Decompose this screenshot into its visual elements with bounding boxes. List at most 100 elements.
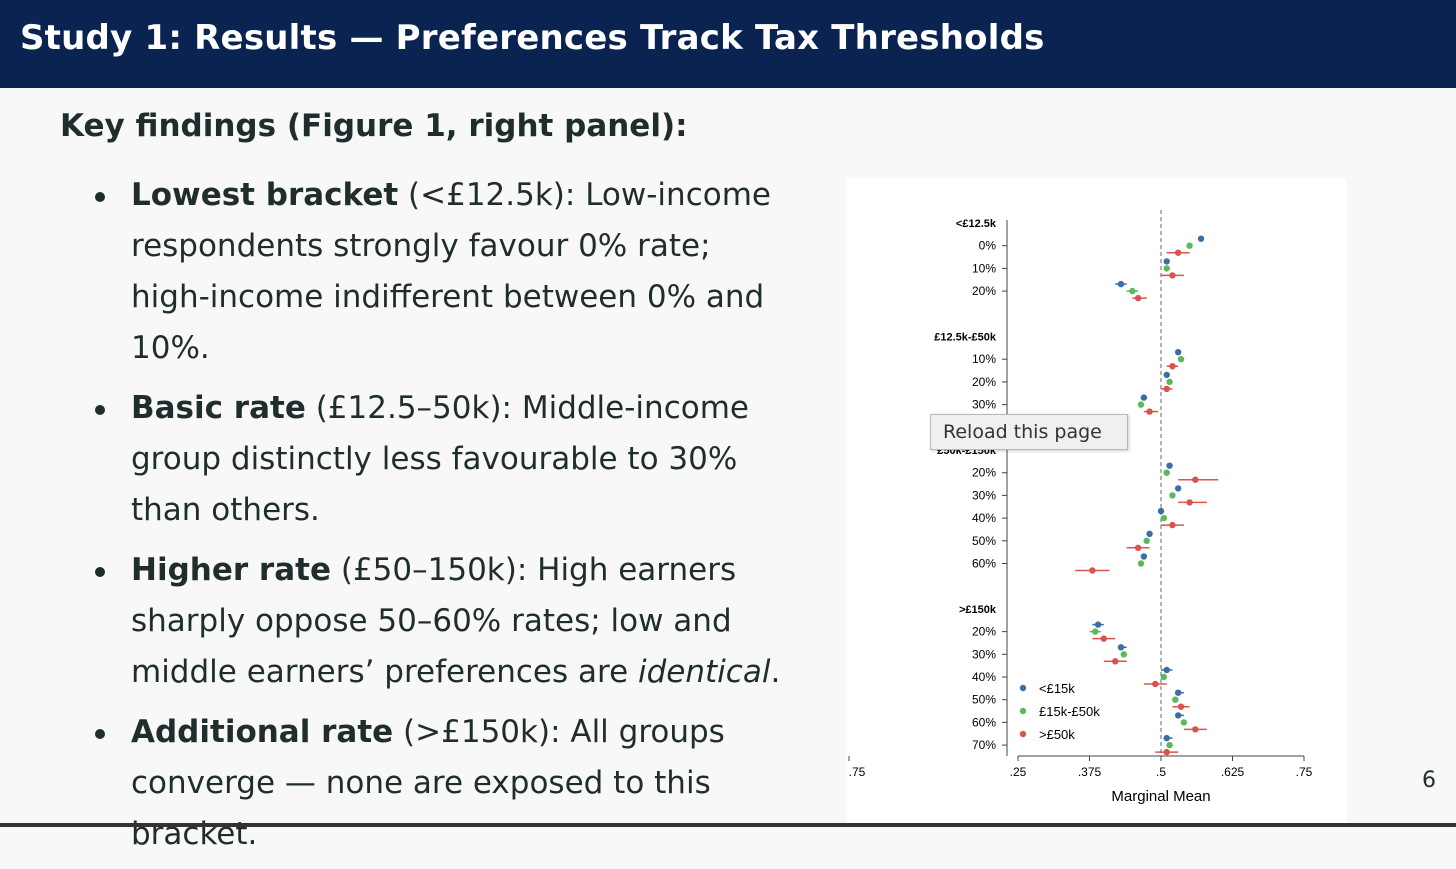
bullet-lead: Additional rate — [131, 714, 394, 750]
row-label: 30% — [972, 398, 996, 412]
data-point — [1160, 673, 1168, 681]
x-tick-label: .5 — [1156, 765, 1166, 779]
data-point — [1177, 356, 1185, 363]
data-point — [1140, 553, 1148, 560]
row-label: 60% — [972, 715, 996, 729]
bullet-lead: Basic rate — [131, 390, 306, 426]
data-point — [1137, 401, 1145, 408]
x-tick-label: .375 — [1078, 765, 1102, 779]
row-label: 20% — [972, 625, 996, 639]
legend-marker — [1019, 730, 1027, 738]
x-axis-label: Marginal Mean — [1111, 788, 1210, 805]
bullet-dot — [95, 729, 105, 739]
data-point — [1163, 371, 1170, 379]
row-label: 40% — [972, 670, 996, 684]
data-point — [1166, 378, 1173, 386]
row-label: 20% — [972, 375, 996, 389]
data-point — [1169, 492, 1176, 499]
row-label: 20% — [972, 284, 996, 298]
row-label: 0% — [979, 239, 997, 253]
data-point — [1166, 741, 1173, 749]
row-label: 30% — [972, 647, 996, 661]
bullet-emphasis: identical — [638, 654, 771, 690]
data-point — [1146, 408, 1153, 415]
data-point — [1174, 712, 1182, 719]
data-point — [1163, 748, 1170, 756]
data-point — [1163, 258, 1170, 265]
bottom-bar — [0, 823, 1456, 827]
slide-title: Study 1: Results — Preferences Track Tax… — [20, 18, 1045, 58]
row-label: 50% — [972, 693, 996, 707]
bullet-dot — [95, 405, 105, 415]
row-label: 50% — [972, 534, 996, 548]
data-point — [1172, 696, 1179, 703]
group-label: >£150k — [959, 604, 997, 616]
row-label: 20% — [972, 466, 996, 480]
legend-label: <£15k — [1039, 681, 1075, 696]
data-point — [1174, 485, 1182, 492]
data-point — [1169, 272, 1176, 279]
data-point — [1117, 280, 1125, 288]
data-point — [1186, 242, 1193, 249]
data-point — [1146, 530, 1153, 537]
data-point — [1129, 287, 1136, 295]
x-tick-label: .75 — [849, 765, 866, 779]
chart-svg: <£12.5k0%10%20%£12.5k-£50k10%20%30%£50k-… — [848, 210, 1313, 805]
x-tick-label: .25 — [1010, 765, 1027, 779]
data-point — [1174, 349, 1182, 356]
section-heading: Key findings (Figure 1, right panel): — [60, 108, 688, 144]
bullet-text: (<£12.5k): Low-income respondents strong… — [131, 177, 771, 366]
data-point — [1094, 621, 1102, 628]
data-point — [1157, 507, 1165, 515]
data-point — [1163, 265, 1170, 272]
data-point — [1163, 734, 1170, 742]
data-point — [1134, 294, 1142, 302]
row-label: 30% — [972, 488, 996, 502]
data-point — [1112, 658, 1119, 665]
bullet-dot — [95, 567, 105, 577]
data-point — [1180, 719, 1188, 726]
bullet-dot — [95, 192, 105, 202]
row-label: 40% — [972, 511, 996, 525]
row-label: 70% — [972, 738, 996, 752]
data-point — [1186, 499, 1193, 506]
data-point — [1134, 544, 1142, 551]
data-point — [1152, 680, 1159, 688]
x-tick-label: .625 — [1221, 765, 1245, 779]
page-number: 6 — [1422, 768, 1436, 793]
group-label: £12.5k-£50k — [934, 332, 997, 344]
data-point — [1192, 476, 1199, 483]
x-tick-label: .75 — [1296, 765, 1313, 779]
group-label: <£12.5k — [956, 218, 997, 230]
bullet-item: Additional rate (>£150k): All groups con… — [95, 707, 795, 860]
data-point — [1177, 703, 1185, 710]
row-label: 10% — [972, 261, 996, 275]
data-point — [1092, 628, 1099, 635]
row-label: 10% — [972, 352, 996, 366]
data-point — [1163, 666, 1170, 674]
data-point — [1169, 521, 1176, 529]
data-point — [1100, 635, 1107, 642]
slide-header: Study 1: Results — Preferences Track Tax… — [0, 0, 1456, 88]
bullet-text: (£12.5–50k): Middle-income group distinc… — [131, 390, 749, 528]
bullet-tail: . — [770, 654, 781, 690]
legend-label: £15k-£50k — [1039, 704, 1100, 719]
data-point — [1169, 363, 1176, 370]
data-point — [1143, 537, 1150, 544]
bullet-item: Higher rate (£50–150k): High earners sha… — [95, 545, 795, 698]
data-point — [1120, 651, 1128, 658]
chart-figure: <£12.5k 0% 10% 20% £12.5k-£50k 10% 20% 30% £50k-… — [847, 178, 1347, 827]
bullet-item: Lowest bracket (<£12.5k): Low-income res… — [95, 170, 795, 374]
data-point — [1163, 385, 1170, 393]
bullet-item: Basic rate (£12.5–50k): Middle-income gr… — [95, 383, 795, 536]
bullet-list: Lowest bracket (<£12.5k): Low-income res… — [95, 170, 795, 869]
data-point — [1166, 462, 1173, 469]
data-point — [1174, 689, 1182, 696]
bullet-lead: Higher rate — [131, 552, 331, 588]
data-point — [1140, 394, 1148, 401]
row-label: 60% — [972, 557, 996, 571]
data-point — [1197, 235, 1205, 242]
reload-tooltip[interactable]: Reload this page — [930, 414, 1128, 450]
legend-label: >£50k — [1039, 727, 1075, 742]
data-point — [1174, 249, 1182, 256]
